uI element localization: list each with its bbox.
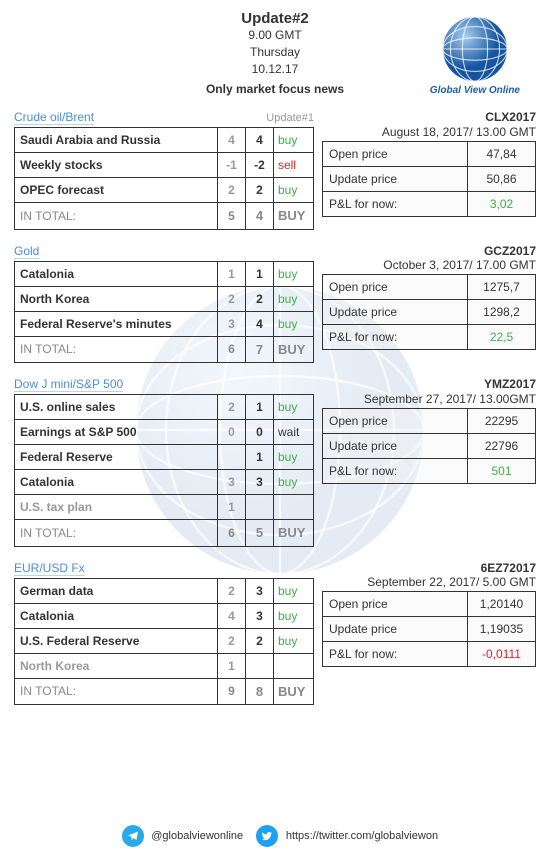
ticker-header: GCZ2017October 3, 2017/ 17.00 GMT — [322, 244, 536, 273]
table-row: Catalonia33buy — [15, 470, 314, 495]
ticker-header: CLX2017August 18, 2017/ 13.00 GMT — [322, 110, 536, 139]
table-row: Open price1275,7 — [323, 275, 536, 300]
total-row: IN TOTAL:67BUY — [15, 336, 314, 363]
market-block: Gold Catalonia11buyNorth Korea22buyFedera… — [14, 244, 536, 364]
table-row: Update price50,86 — [323, 166, 536, 191]
twitter-icon[interactable] — [256, 825, 278, 847]
telegram-handle[interactable]: @globalviewonline — [151, 830, 243, 842]
table-row: U.S. tax plan1 — [15, 495, 314, 520]
header: Update#2 9.00 GMT Thursday 10.12.17 Only… — [14, 10, 536, 98]
page-title: Update#2 — [14, 10, 536, 27]
total-row: IN TOTAL:65BUY — [15, 520, 314, 547]
block-sublabel: Update#1 — [266, 112, 314, 124]
price-table: Open price1275,7Update price1298,2P&L fo… — [322, 274, 536, 350]
table-row: Open price47,84 — [323, 141, 536, 166]
market-block: Dow J mini/S&P 500 U.S. online sales21buy… — [14, 377, 536, 547]
market-block: EUR/USD Fx German data23buyCatalonia43buy… — [14, 561, 536, 706]
table-row: Saudi Arabia and Russia44buy — [15, 128, 314, 153]
telegram-icon[interactable] — [122, 825, 144, 847]
table-row: P&L for now:501 — [323, 458, 536, 483]
twitter-url[interactable]: https://twitter.com/globalviewon — [286, 830, 438, 842]
table-row: North Korea22buy — [15, 286, 314, 311]
table-row: U.S. Federal Reserve22buy — [15, 628, 314, 653]
table-row: U.S. online sales21buy — [15, 395, 314, 420]
table-row: Update price22796 — [323, 433, 536, 458]
price-table: Open price47,84Update price50,86P&L for … — [322, 141, 536, 217]
total-row: IN TOTAL:54BUY — [15, 203, 314, 230]
block-title: Gold — [14, 244, 39, 259]
signals-table: Catalonia11buyNorth Korea22buyFederal Re… — [14, 261, 314, 364]
header-time: 9.00 GMT — [14, 27, 536, 44]
table-row: Catalonia43buy — [15, 603, 314, 628]
block-title: Crude oil/Brent — [14, 110, 94, 125]
table-row: Federal Reserve's minutes34buy — [15, 311, 314, 336]
table-row: P&L for now:-0,0111 — [323, 642, 536, 667]
table-row: Catalonia11buy — [15, 261, 314, 286]
header-subtitle: Only market focus news — [14, 81, 536, 98]
table-row: Weekly stocks-1-2sell — [15, 153, 314, 178]
footer: @globalviewonline https://twitter.com/gl… — [0, 825, 550, 847]
table-row: Earnings at S&P 50000wait — [15, 420, 314, 445]
price-table: Open price1,20140Update price1,19035P&L … — [322, 591, 536, 667]
table-row: P&L for now:3,02 — [323, 191, 536, 216]
table-row: Open price22295 — [323, 408, 536, 433]
table-row: Update price1,19035 — [323, 617, 536, 642]
table-row: German data23buy — [15, 578, 314, 603]
block-title: Dow J mini/S&P 500 — [14, 377, 123, 392]
total-row: IN TOTAL:98BUY — [15, 678, 314, 705]
table-row: Update price1298,2 — [323, 300, 536, 325]
price-table: Open price22295Update price22796P&L for … — [322, 408, 536, 484]
table-row: OPEC forecast22buy — [15, 178, 314, 203]
signals-table: U.S. online sales21buyEarnings at S&P 50… — [14, 394, 314, 547]
ticker-header: YMZ2017September 27, 2017/ 13.00GMT — [322, 377, 536, 406]
table-row: Federal Reserve1buy — [15, 445, 314, 470]
block-title: EUR/USD Fx — [14, 561, 85, 576]
signals-table: German data23buyCatalonia43buyU.S. Feder… — [14, 578, 314, 706]
header-day: Thursday — [14, 44, 536, 61]
signals-table: Saudi Arabia and Russia44buyWeekly stock… — [14, 127, 314, 230]
market-block: Crude oil/Brent Update#1 Saudi Arabia and … — [14, 110, 536, 230]
table-row: P&L for now:22,5 — [323, 325, 536, 350]
table-row: Open price1,20140 — [323, 592, 536, 617]
table-row: North Korea1 — [15, 653, 314, 678]
header-date: 10.12.17 — [14, 61, 536, 78]
ticker-header: 6EZ72017September 22, 2017/ 5.00 GMT — [322, 561, 536, 590]
